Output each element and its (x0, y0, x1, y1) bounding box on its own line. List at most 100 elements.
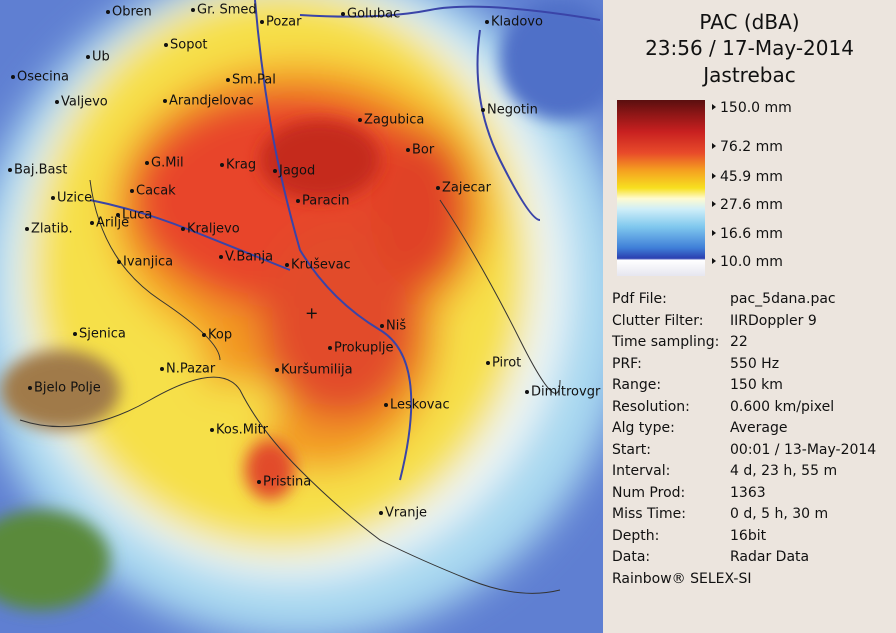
info-key: Time sampling: (612, 334, 720, 350)
city-label: Jagod (278, 164, 315, 179)
city-label: N.Pazar (166, 362, 216, 377)
city-label: G.Mil (151, 156, 184, 171)
legend-label: 10.0 mm (712, 254, 783, 270)
city-label: Zlatib. (31, 222, 73, 237)
city-dot (163, 99, 167, 103)
city-label: Dimitrovgr (531, 385, 601, 400)
city-label: Baj.Bast (14, 163, 67, 178)
city-dot (436, 186, 440, 190)
city-label: Arilje (96, 216, 129, 231)
city-label: Osecina (17, 70, 69, 85)
city-dot (160, 367, 164, 371)
info-value: 16bit (730, 527, 767, 544)
site-name: Jastrebac (703, 63, 796, 87)
info-key: Pdf File: (612, 291, 667, 307)
city-label: Uzice (57, 191, 92, 206)
city-dot (486, 361, 490, 365)
radar-site-marker: + (305, 304, 318, 323)
city-dot (275, 368, 279, 372)
city-label: Kos.Mitr (216, 423, 269, 438)
info-value: 150 km (730, 377, 783, 393)
city-dot (202, 333, 206, 337)
info-key: Clutter Filter: (612, 312, 704, 329)
city-dot (28, 386, 32, 390)
city-label: Obren (112, 5, 152, 20)
info-value: Radar Data (730, 549, 810, 565)
city-dot (130, 189, 134, 193)
city-label: Zagubica (364, 113, 424, 128)
city-dot (379, 511, 383, 515)
city-dot (55, 100, 59, 104)
city-label: Negotin (487, 103, 538, 118)
city-label: Sm.Pal (232, 73, 276, 88)
city-label: Paracin (302, 194, 350, 209)
city-dot (90, 221, 94, 225)
city-dot (328, 346, 332, 350)
city-dot (273, 169, 277, 173)
city-label: Pozar (266, 15, 302, 30)
info-value: Average (730, 420, 788, 436)
city-label: Leskovac (390, 398, 450, 413)
city-label: Kruševac (291, 258, 351, 273)
city-dot (384, 403, 388, 407)
city-dot (164, 43, 168, 47)
city-label: Cacak (136, 184, 176, 199)
city-label: Sjenica (79, 327, 126, 342)
city-dot (285, 263, 289, 267)
city-dot (11, 75, 15, 79)
city-label: Kraljevo (187, 222, 240, 237)
city-dot (8, 168, 12, 172)
city-dot (145, 161, 149, 165)
city-label: Zajecar (442, 181, 492, 196)
city-dot (51, 196, 55, 200)
city-dot (181, 227, 185, 231)
city-label: Valjevo (61, 95, 108, 110)
city-dot (525, 390, 529, 394)
legend-label: 16.6 mm (712, 226, 783, 242)
info-value: pac_5dana.pac (730, 291, 836, 307)
city-label: Vranje (385, 506, 427, 521)
city-dot (380, 324, 384, 328)
info-key: Num Prod: (612, 484, 686, 501)
info-value: 0.600 km/pixel (730, 398, 835, 415)
info-key: Resolution: (612, 398, 690, 415)
city-dot (86, 55, 90, 59)
city-label: Prokuplje (334, 341, 393, 356)
city-dot (25, 227, 29, 231)
info-value: 22 (730, 334, 748, 350)
info-key: Range: (612, 377, 662, 393)
city-label: Kuršumilija (281, 363, 353, 378)
city-dot (358, 118, 362, 122)
city-dot (116, 213, 120, 217)
footer-credit: Rainbow® SELEX-SI (612, 571, 752, 587)
info-key: Data: (612, 549, 651, 565)
info-value: IIRDoppler 9 (730, 312, 817, 329)
city-label: Ivanjica (123, 255, 173, 270)
info-value: 4 d, 23 h, 55 m (730, 463, 838, 479)
info-key: Alg type: (612, 420, 675, 436)
legend-label: 76.2 mm (712, 139, 783, 155)
radar-map: + Obren Gr. Smed Pozar Golubac Kladovo Ub Sopo… (0, 0, 603, 633)
info-value: 550 Hz (730, 355, 780, 372)
city-label: Golubac (347, 7, 400, 22)
city-label: V.Banja (225, 250, 273, 265)
legend-label: 27.6 mm (712, 197, 783, 213)
city-dot (406, 148, 410, 152)
city-dot (219, 255, 223, 259)
info-key: Start: (612, 441, 651, 458)
city-label: Arandjelovac (169, 94, 254, 109)
city-dot (260, 20, 264, 24)
city-label: Luca (122, 208, 152, 223)
city-label: Kladovo (491, 15, 543, 30)
title: PAC (dBA) (699, 10, 800, 34)
city-dot (73, 332, 77, 336)
city-label: Gr. Smed (197, 3, 257, 18)
city-dot (257, 480, 261, 484)
city-dot (220, 163, 224, 167)
city-label: Kop (208, 328, 232, 343)
info-value: 00:01 / 13-May-2014 (730, 441, 877, 458)
city-dot (117, 260, 121, 264)
info-key: Depth: (612, 527, 660, 544)
info-value: 0 d, 5 h, 30 m (730, 506, 829, 522)
